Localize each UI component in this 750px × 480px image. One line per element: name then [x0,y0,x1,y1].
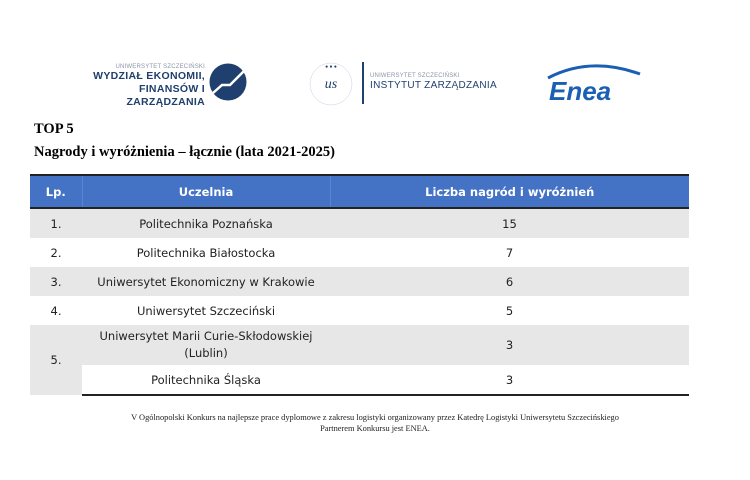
rank: 5. [30,325,82,395]
university: Uniwersytet Szczeciński [82,296,330,325]
svg-text:us: us [325,77,338,92]
rank: 3. [30,267,82,296]
university: Politechnika Poznańska [82,208,330,238]
university: Uniwersytet Marii Curie-Skłodowskiej (Lu… [82,325,330,365]
rank: 4. [30,296,82,325]
page-subtitle: Nagrody i wyróżnienia – łącznie (lata 20… [34,144,335,160]
table-header: Lp. Uczelnia Liczba nagród i wyróżnień [30,174,689,209]
table-row: 5. Uniwersytet Marii Curie-Skłodowskiej … [30,325,689,395]
logo-big-text: INSTYTUT ZARZĄDZANIA [370,80,497,91]
university: Politechnika Śląska [82,365,330,396]
footer: V Ogólnopolski Konkurs na najlepsze prac… [0,412,750,434]
wydzial-emblem-icon [209,63,247,101]
footer-line2: Partnerem Konkursu jest ENEA. [320,424,430,433]
count: 15 [330,208,689,238]
table-row: 2. Politechnika Białostocka 7 [30,238,689,267]
logo-line2: FINANSÓW I ZARZĄDZANIA [126,83,205,108]
rank: 2. [30,238,82,267]
enea-logo: Enea [547,64,641,105]
svg-text:● ● ●: ● ● ● [325,64,337,70]
footer-line1: V Ogólnopolski Konkurs na najlepsze prac… [131,413,619,422]
ranking-table: Lp. Uczelnia Liczba nagród i wyróżnień 1… [30,174,689,396]
wydzial-logo: UNIWERSYTET SZCZECIŃSKI WYDZIAŁ EKONOMII… [75,64,205,109]
count: 7 [330,238,689,267]
logo-small-text: UNIWERSYTET SZCZECIŃSKI [370,73,460,79]
us-seal-icon: us ● ● ● [309,62,353,106]
logo-small-text: UNIWERSYTET SZCZECIŃSKI [115,64,205,70]
table-row: 3. Uniwersytet Ekonomiczny w Krakowie 6 [30,267,689,296]
logo-line1: WYDZIAŁ EKONOMII, [93,70,205,82]
count: 3 [330,365,689,396]
page-title: TOP 5 [34,121,74,137]
university: Politechnika Białostocka [82,238,330,267]
instytut-logo: UNIWERSYTET SZCZECIŃSKI INSTYTUT ZARZĄDZ… [370,73,497,92]
svg-text:Enea: Enea [549,76,611,105]
logo-divider [362,62,364,104]
table-row: 4. Uniwersytet Szczeciński 5 [30,296,689,325]
header-lp: Lp. [30,174,82,209]
table-row: 1. Politechnika Poznańska 15 [30,208,689,238]
university: Uniwersytet Ekonomiczny w Krakowie [82,267,330,296]
count: 6 [330,267,689,296]
header-uczelnia: Uczelnia [81,174,330,209]
header-count: Liczba nagród i wyróżnień [329,174,689,209]
count: 5 [330,296,689,325]
count: 3 [330,325,689,365]
table-row: Politechnika Śląska 3 [30,365,689,396]
rank: 1. [30,208,82,238]
